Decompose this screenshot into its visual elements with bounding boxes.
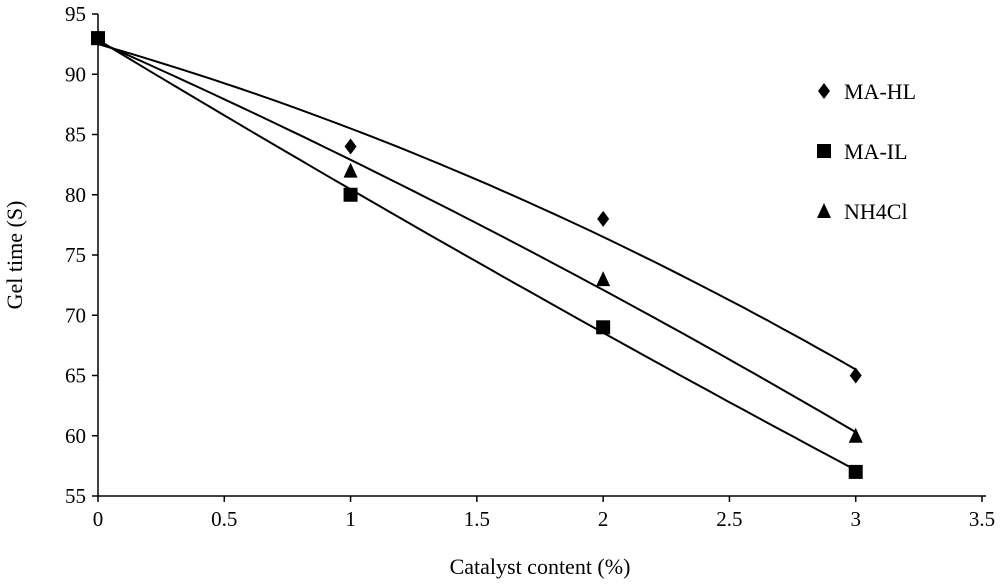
x-tick-label: 1 [345,507,356,531]
trendlines [97,39,857,471]
y-tick-label: 80 [65,183,86,207]
legend-label: NH4Cl [844,199,908,224]
x-tick-label: 3.5 [969,507,995,531]
y-tick-label: 75 [65,243,86,267]
x-axis-label: Catalyst content (%) [450,554,631,579]
x-tick-label: 0 [93,507,104,531]
data-point-nh4cl [343,162,358,178]
data-point-ma-il [343,187,358,202]
y-tick-label: 60 [65,424,86,448]
y-tick-label: 65 [65,364,86,388]
data-point-ma-il [848,464,863,479]
y-tick-label: 55 [65,484,86,508]
legend-label: MA-HL [844,79,916,104]
trendline-ma-hl [97,43,857,371]
data-point-ma-il [596,320,611,335]
x-tick-label: 0.5 [211,507,237,531]
y-tick-label: 90 [65,62,86,86]
y-axis-label: Gel time (S) [2,201,27,310]
data-points [91,30,863,479]
x-tick-label: 2.5 [716,507,742,531]
y-tick-label: 70 [65,303,86,327]
legend-marker-ma-hl [818,83,830,99]
legend: MA-HL MA-IL NH4Cl [817,79,916,224]
y-tick-label: 95 [65,2,86,26]
axes: 0 0.5 1 1.5 2 2.5 3 3.5 55 60 65 70 75 80 85 90 95 [65,2,995,531]
legend-marker-ma-il [817,144,831,158]
trendline-nh4cl [97,40,857,433]
data-point-nh4cl [848,427,863,443]
data-point-nh4cl [596,271,611,287]
legend-marker-nh4cl [817,203,831,218]
y-tick-label: 85 [65,123,86,147]
data-point-nh4cl [91,30,105,46]
x-tick-label: 2 [598,507,609,531]
legend-label: MA-IL [844,139,908,164]
x-tick-label: 1.5 [464,507,490,531]
x-tick-label: 3 [850,507,861,531]
trendline-ma-il [97,39,857,471]
data-point-ma-hl [344,138,357,155]
data-point-ma-hl [849,367,862,384]
data-point-ma-hl [597,210,610,227]
